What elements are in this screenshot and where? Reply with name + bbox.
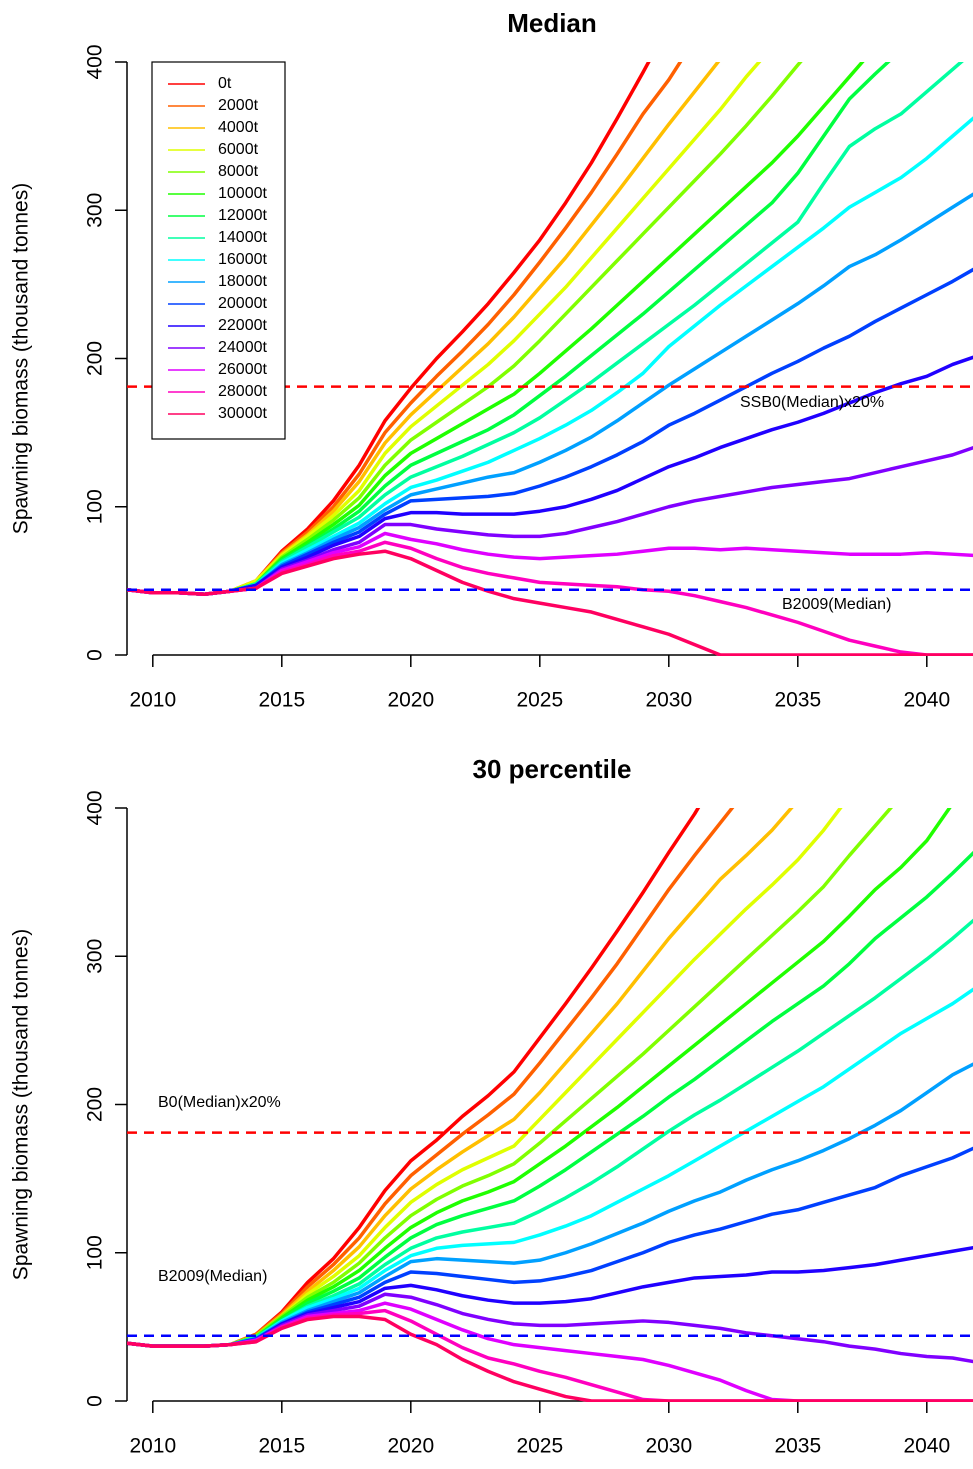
legend-label: 22000t <box>218 317 267 334</box>
y-tick-label: 400 <box>84 790 107 825</box>
series-line <box>127 445 973 596</box>
x-tick-label: 2030 <box>645 1435 692 1458</box>
legend-label: 28000t <box>218 383 267 400</box>
x-tick-label: 2015 <box>258 689 305 712</box>
series-line <box>127 355 973 596</box>
legend-label: 30000t <box>218 405 267 422</box>
y-tick-label: 0 <box>84 649 107 661</box>
x-tick-label: 2025 <box>516 689 563 712</box>
x-tick-label: 2020 <box>387 1435 434 1458</box>
y-tick-label: 100 <box>84 1235 107 1270</box>
series-line <box>127 1301 973 1402</box>
y-tick-label: 300 <box>84 193 107 228</box>
legend-label: 16000t <box>218 251 267 268</box>
y-axis-label: Spawning biomass (thousand tonnes) <box>10 183 33 534</box>
legend-label: 8000t <box>218 163 259 180</box>
chart-panel: Median Spawning biomass (thousand tonnes)… <box>10 8 973 712</box>
y-tick-label: 200 <box>84 1087 107 1122</box>
x-tick-label: 2040 <box>903 1435 950 1458</box>
legend-label: 12000t <box>218 207 267 224</box>
x-tick-label: 2025 <box>516 1435 563 1458</box>
legend-label: 18000t <box>218 273 267 290</box>
chart-title: 30 percentile <box>473 754 632 784</box>
legend-label: 0t <box>218 75 232 92</box>
y-axis-label: Spawning biomass (thousand tonnes) <box>10 929 33 1280</box>
reference-label: SSB0(Median)x20% <box>740 394 884 411</box>
x-tick-label: 2010 <box>129 1435 176 1458</box>
series-line <box>127 808 952 1348</box>
chart-title: Median <box>507 8 597 38</box>
x-tick-label: 2040 <box>903 689 950 712</box>
reference-label: B2009(Median) <box>158 1268 267 1285</box>
x-tick-label: 2020 <box>387 689 434 712</box>
series-line <box>127 1245 973 1348</box>
x-tick-label: 2030 <box>645 689 692 712</box>
legend-label: 2000t <box>218 97 259 114</box>
series-line <box>127 1314 973 1402</box>
series-line <box>127 1292 973 1364</box>
chart-panel: 30 percentile Spawning biomass (thousand … <box>10 754 973 1458</box>
y-tick-label: 100 <box>84 489 107 524</box>
y-tick-label: 200 <box>84 341 107 376</box>
legend-label: 14000t <box>218 229 267 246</box>
legend-label: 24000t <box>218 339 267 356</box>
legend-label: 6000t <box>218 141 259 158</box>
x-tick-label: 2035 <box>774 689 821 712</box>
x-tick-label: 2010 <box>129 689 176 712</box>
plot-area <box>127 808 973 1402</box>
y-tick-label: 400 <box>84 44 107 79</box>
legend-label: 20000t <box>218 295 267 312</box>
series-line <box>127 1146 973 1348</box>
reference-label: B2009(Median) <box>782 596 891 613</box>
series-line <box>127 987 973 1348</box>
legend-label: 26000t <box>218 361 267 378</box>
series-line <box>127 808 794 1348</box>
y-tick-label: 0 <box>84 1395 107 1407</box>
series-line <box>127 549 973 656</box>
x-tick-label: 2035 <box>774 1435 821 1458</box>
legend-label: 4000t <box>218 119 259 136</box>
y-tick-label: 300 <box>84 939 107 974</box>
legend-box <box>151 61 286 440</box>
legend-label: 10000t <box>218 185 267 202</box>
legend: 0t 2000t 4000t 6000t 8000t 10000t 12000t 14000t… <box>151 61 286 440</box>
series-line <box>127 808 843 1348</box>
reference-label: B0(Median)x20% <box>158 1094 281 1111</box>
x-tick-label: 2015 <box>258 1435 305 1458</box>
